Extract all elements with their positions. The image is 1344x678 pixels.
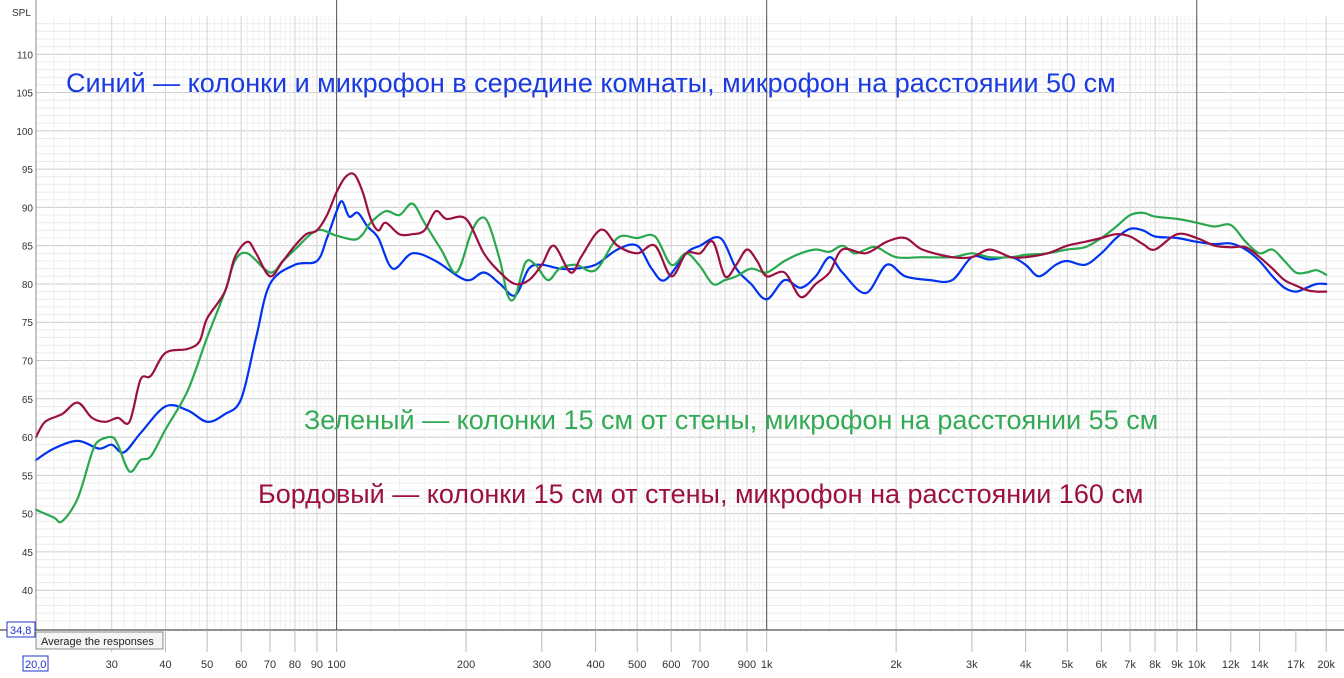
y-tick-label: 105: [16, 89, 33, 100]
x-tick-label: 50: [201, 659, 213, 671]
x-tick-label: 90: [311, 659, 323, 671]
x-tick-label: 700: [691, 659, 709, 671]
x-cursor-value: 20,0: [25, 659, 46, 671]
x-tick-label: 4k: [1020, 659, 1032, 671]
y-tick-label: 45: [22, 548, 34, 559]
x-tick-label: 3k: [966, 659, 978, 671]
annotation-maroon: Бордовый — колонки 15 см от стены, микро…: [258, 479, 1143, 509]
y-cursor-readout[interactable]: 34,8: [6, 621, 36, 638]
x-tick-label: 100: [327, 659, 345, 671]
y-tick-label: 95: [22, 165, 34, 176]
x-tick-label: 1k: [761, 659, 773, 671]
x-tick-label: 7k: [1124, 659, 1136, 671]
y-tick-label: 70: [22, 357, 34, 368]
x-tick-label: 300: [533, 659, 551, 671]
series-line-blue: [34, 200, 1328, 462]
x-tick-label: 20k: [1317, 659, 1335, 671]
y-tick-label: 100: [16, 127, 33, 138]
x-tick-label: 30: [106, 659, 118, 671]
y-tick-label: 75: [22, 318, 34, 329]
x-tick-label: 2k: [890, 659, 902, 671]
annotation-blue: Синий — колонки и микрофон в середине ко…: [66, 68, 1116, 98]
x-tick-label: 40: [159, 659, 171, 671]
x-tick-label: 6k: [1096, 659, 1108, 671]
x-tick-label: 9k: [1171, 659, 1183, 671]
x-tick-label: 600: [662, 659, 680, 671]
x-tick-label: 8k: [1149, 659, 1161, 671]
y-tick-label: 50: [22, 510, 34, 521]
x-cursor-readout[interactable]: 20,0: [22, 655, 49, 672]
x-tick-label: 14k: [1251, 659, 1269, 671]
x-tick-label: 60: [235, 659, 247, 671]
series-line-maroon: [34, 172, 1328, 439]
x-tick-label: 5k: [1061, 659, 1073, 671]
x-tick-label: 10k: [1188, 659, 1206, 671]
x-tick-label: 500: [628, 659, 646, 671]
y-tick-label: 65: [22, 395, 34, 406]
y-tick-label: 90: [22, 203, 34, 214]
y-axis-label: SPL: [12, 8, 31, 19]
y-tick-label: 40: [22, 586, 34, 597]
x-tick-label: 900: [738, 659, 756, 671]
y-tick-label: 80: [22, 280, 34, 291]
tooltip-text: Average the responses: [41, 636, 154, 648]
y-tick-label: 85: [22, 242, 34, 253]
annotation-green: Зеленый — колонки 15 см от стены, микроф…: [304, 405, 1158, 435]
x-tick-label: 17k: [1287, 659, 1305, 671]
x-tick-label: 80: [289, 659, 301, 671]
y-tick-label: 60: [22, 433, 34, 444]
y-tick-label: 110: [17, 50, 33, 61]
tooltip: Average the responses: [35, 631, 164, 650]
x-tick-label: 200: [457, 659, 475, 671]
y-tick-label: 55: [22, 471, 34, 482]
x-tick-label: 400: [586, 659, 604, 671]
y-cursor-value: 34,8: [10, 625, 31, 637]
x-tick-label: 70: [264, 659, 276, 671]
grid: [36, 0, 1344, 630]
series-lines: [34, 172, 1328, 524]
x-tick-label: 12k: [1222, 659, 1240, 671]
